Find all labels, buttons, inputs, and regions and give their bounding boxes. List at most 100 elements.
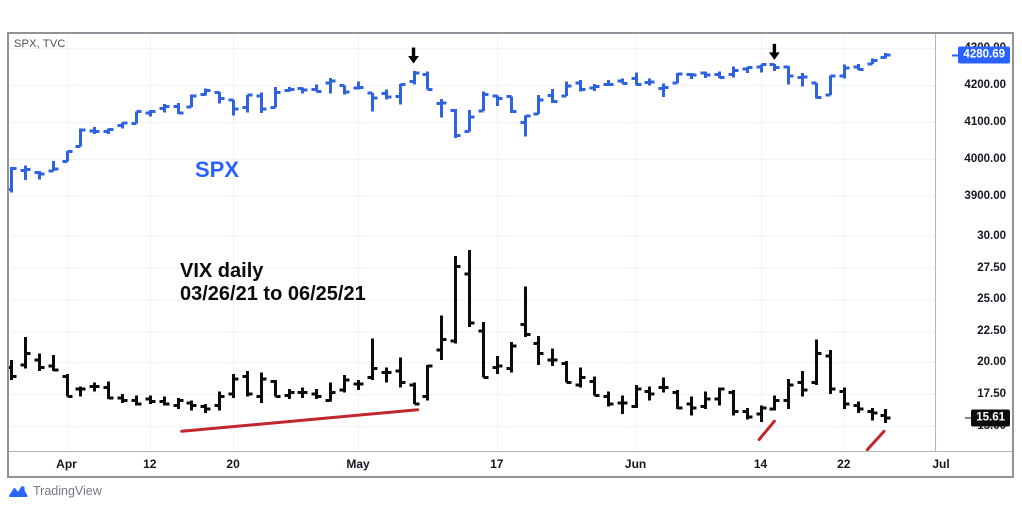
spx-ohlc-bar — [520, 114, 531, 137]
vix-ohlc-bar — [9, 359, 17, 381]
vix-ohlc-bar — [353, 380, 364, 391]
spx-ohlc-bar — [311, 84, 322, 93]
price-tick-label: 20.00 — [977, 356, 1006, 369]
spx-ohlc-bar — [769, 63, 780, 71]
vix-ohlc-bar — [672, 390, 683, 410]
time-tick-label: Jul — [932, 457, 950, 471]
spx-ohlc-bar — [478, 91, 489, 113]
spx-ohlc-bar — [200, 88, 211, 97]
vix-ohlc-bar — [20, 337, 31, 369]
spx-ohlc-bar — [242, 93, 253, 113]
down-arrow-icon[interactable] — [408, 47, 419, 64]
time-tick-label: Jun — [624, 457, 647, 471]
spx-ohlc-bar — [728, 66, 739, 78]
spx-ohlc-bar — [631, 72, 642, 86]
spx-ohlc-bar — [617, 78, 628, 85]
spx-ohlc-bar — [270, 87, 281, 110]
price-tick-label: 25.00 — [977, 293, 1006, 306]
vix-ohlc-bar — [658, 377, 669, 393]
vix-bars — [9, 249, 891, 424]
spx-ohlc-bar — [658, 83, 669, 97]
vix-ohlc-bar — [533, 335, 544, 365]
spx-ohlc-bar — [492, 94, 503, 107]
spx-bars — [9, 53, 891, 193]
time-tick-label: 14 — [753, 457, 768, 471]
vix-ohlc-bar — [853, 401, 864, 413]
spx-ohlc-bar — [756, 63, 767, 73]
vix-ohlc-bar — [200, 404, 211, 413]
vix-ohlc-bar — [436, 315, 447, 360]
vix-ohlc-bar — [783, 378, 794, 410]
time-axis[interactable]: Apr 12 20 May 17 Jun 14 22 Jul — [9, 451, 1012, 476]
vix-trendlines[interactable] — [180, 408, 886, 451]
vix-ohlc-bar — [450, 256, 461, 344]
vix-ohlc-bar — [561, 361, 572, 385]
spx-ohlc-bar — [409, 70, 420, 85]
spx-ohlc-bar — [839, 64, 850, 79]
chart-canvas[interactable] — [9, 34, 935, 451]
vix-ohlc-bar — [756, 405, 767, 422]
spx-ohlc-bar — [589, 83, 600, 91]
spx-ohlc-bar — [797, 73, 808, 87]
vix-ohlc-bar — [173, 397, 184, 410]
spx-ohlc-bar — [825, 74, 836, 97]
vix-ohlc-bar — [700, 391, 711, 410]
spx-ohlc-bar — [214, 90, 225, 104]
spx-ohlc-bar — [506, 95, 517, 114]
spx-ohlc-bar — [603, 79, 614, 87]
vix-ohlc-bar — [644, 386, 655, 401]
spx-ohlc-bar — [853, 63, 864, 71]
time-tick-label: May — [346, 457, 370, 471]
vix-ohlc-bar — [492, 356, 503, 374]
price-tick-label: 4200.00 — [964, 79, 1006, 91]
down-arrow-icon[interactable] — [769, 43, 780, 60]
spx-ohlc-bar — [533, 95, 544, 116]
spx-ohlc-bar — [353, 81, 364, 90]
spx-ohlc-bar — [228, 98, 239, 116]
vix-ohlc-bar — [311, 388, 322, 400]
vix-ohlc-bar — [589, 376, 600, 397]
vix-ohlc-bar — [339, 375, 350, 393]
spx-ohlc-bar — [75, 128, 86, 148]
vix-ohlc-bar — [75, 386, 86, 397]
spx-ohlc-bar — [575, 80, 586, 92]
vix-ohlc-bar — [409, 382, 420, 406]
spx-ohlc-bar — [686, 72, 697, 80]
down-arrows[interactable] — [408, 43, 780, 64]
vix-ohlc-bar — [575, 367, 586, 388]
tradingview-attribution[interactable]: TradingView — [9, 484, 102, 498]
price-tick-label: 4000.00 — [964, 153, 1006, 165]
price-tick-label: 4100.00 — [964, 116, 1006, 128]
spx-ohlc-bar — [644, 78, 655, 86]
vix-ohlc-bar — [603, 391, 614, 407]
vix-ohlc-bar — [284, 388, 295, 400]
spx-ohlc-bar — [284, 86, 295, 92]
vix-ohlc-bar — [270, 379, 281, 398]
plot-area[interactable]: SPX, TVC SPX VIX daily 03/26/21 to 06/25… — [9, 34, 935, 451]
vix-ohlc-bar — [325, 382, 336, 402]
vix-ohlc-bar — [880, 409, 891, 424]
spx-ohlc-bar — [700, 71, 711, 78]
spx-ohlc-bar — [9, 166, 17, 193]
spx-ohlc-bar — [450, 109, 461, 138]
spx-price-badge: 4280.69 — [952, 46, 1010, 64]
spx-ohlc-bar — [117, 121, 128, 129]
vix-annotation-line1: VIX daily — [180, 260, 264, 282]
spx-ohlc-bar — [145, 110, 156, 117]
vix-ohlc-bar — [117, 394, 128, 403]
vix-ohlc-bar — [145, 395, 156, 405]
vix-ohlc-bar — [506, 342, 517, 373]
spx-annotation-label: SPX — [195, 157, 240, 182]
price-axis[interactable]: 15.0017.5020.0022.5025.0027.5030.003900.… — [935, 34, 1012, 451]
vix-ohlc-bar — [228, 373, 239, 398]
spx-ohlc-bar — [173, 102, 184, 115]
vix-ohlc-bar — [381, 367, 392, 383]
vix-ohlc-bar — [797, 371, 808, 397]
vix-ohlc-bar — [159, 396, 170, 406]
vix-ohlc-bar — [742, 407, 753, 420]
vix-ohlc-bar — [367, 338, 378, 381]
symbol-legend[interactable]: SPX, TVC — [14, 38, 66, 50]
time-tick-label: 22 — [837, 457, 851, 471]
spx-ohlc-bar — [672, 72, 683, 85]
